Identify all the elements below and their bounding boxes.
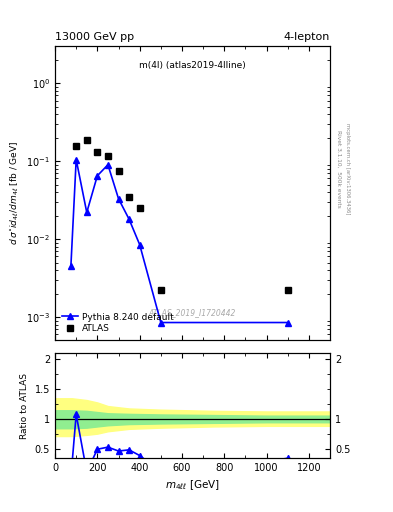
Pythia 8.240 default (74, 157, 79, 163)
Text: mcplots.cern.ch [arXiv:1306.3436]: mcplots.cern.ch [arXiv:1306.3436] (345, 123, 350, 215)
ATLAS (285, 287, 290, 293)
Pythia 8.240 default (84, 209, 89, 216)
Pythia 8.240 default (68, 263, 73, 269)
Text: m(4l) (atlas2019-4lline): m(4l) (atlas2019-4lline) (139, 61, 246, 70)
ATLAS (127, 194, 131, 200)
ATLAS (74, 143, 79, 150)
Pythia 8.240 default (95, 173, 100, 179)
ATLAS (137, 205, 142, 211)
X-axis label: $m_{4\ell\ell}$ [GeV]: $m_{4\ell\ell}$ [GeV] (165, 479, 220, 493)
Pythia 8.240 default (158, 319, 163, 326)
ATLAS (106, 154, 110, 160)
Pythia 8.240 default (127, 216, 131, 222)
Text: ATLAS_2019_I1720442: ATLAS_2019_I1720442 (149, 308, 236, 317)
Text: 4-lepton: 4-lepton (284, 32, 330, 42)
Line: ATLAS: ATLAS (73, 137, 291, 294)
Pythia 8.240 default (116, 196, 121, 202)
Text: Rivet 3.1.10,  500k events: Rivet 3.1.10, 500k events (336, 130, 341, 208)
Pythia 8.240 default (137, 242, 142, 248)
ATLAS (95, 149, 100, 155)
Y-axis label: Ratio to ATLAS: Ratio to ATLAS (20, 373, 29, 439)
Pythia 8.240 default (285, 319, 290, 326)
ATLAS (158, 287, 163, 293)
Pythia 8.240 default (106, 162, 110, 168)
Y-axis label: $d\,\sigma^{\circ}id_{4\ell}/dm_{4\ell}$ [fb / GeV]: $d\,\sigma^{\circ}id_{4\ell}/dm_{4\ell}$… (8, 141, 20, 245)
ATLAS (84, 137, 89, 143)
Legend: Pythia 8.240 default, ATLAS: Pythia 8.240 default, ATLAS (59, 310, 176, 336)
Text: 13000 GeV pp: 13000 GeV pp (55, 32, 134, 42)
ATLAS (116, 168, 121, 174)
Line: Pythia 8.240 default: Pythia 8.240 default (68, 156, 291, 326)
